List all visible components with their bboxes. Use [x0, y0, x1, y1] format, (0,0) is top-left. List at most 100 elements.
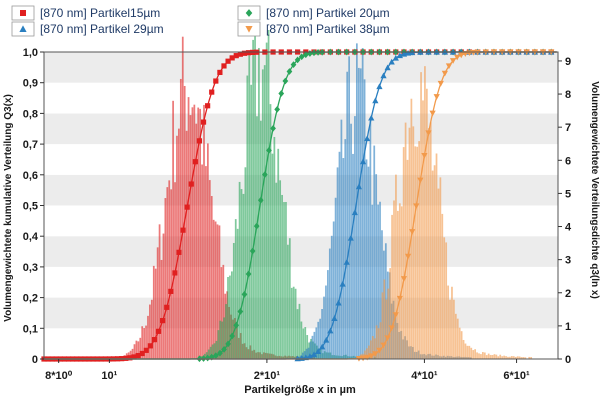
histogram-bar: [269, 104, 272, 360]
histogram-bar: [178, 128, 180, 359]
data-point: [229, 55, 235, 61]
data-point: [245, 9, 253, 17]
y-left-tick-label: 0,9: [23, 78, 38, 90]
histogram-bar: [361, 48, 364, 360]
y-left-tick-label: 0,8: [23, 108, 38, 120]
histogram-bar: [373, 145, 376, 359]
histogram-bar: [395, 174, 397, 359]
histogram-bar: [317, 321, 320, 359]
histogram-bar: [514, 356, 517, 359]
histogram-bar: [259, 120, 262, 359]
grid-band: [44, 174, 558, 206]
legend-label: [870 nm] Partikel 29µm: [40, 22, 164, 36]
histogram-bar: [485, 355, 488, 359]
data-point: [205, 103, 211, 109]
histogram-bar: [437, 188, 440, 359]
histogram-bar: [141, 326, 144, 359]
histogram-bar: [244, 167, 247, 359]
histogram-bar: [460, 331, 463, 359]
histogram-bar: [501, 356, 504, 359]
histogram-bar: [336, 167, 339, 359]
legend-item: [870 nm] Partikel 29µm: [11, 21, 164, 37]
legend: [870 nm] Partikel15µm [870 nm] Partikel 2…: [11, 5, 390, 37]
data-point: [221, 346, 227, 353]
data-point: [225, 58, 231, 64]
data-point: [380, 342, 387, 349]
histogram-bar: [520, 357, 523, 359]
data-point: [286, 68, 293, 75]
legend-label: [870 nm] Partikel 20µm: [266, 6, 390, 20]
data-point: [180, 227, 186, 233]
data-point: [376, 347, 383, 354]
data-point: [282, 77, 289, 85]
data-point: [359, 158, 367, 165]
series-bars: [356, 66, 533, 360]
data-point: [331, 315, 338, 322]
histogram-bar: [275, 182, 278, 359]
data-point: [462, 51, 469, 57]
histogram-bar: [512, 356, 515, 359]
histogram-bar: [213, 343, 216, 359]
data-point: [323, 336, 330, 343]
data-point: [327, 327, 334, 334]
histogram-bar: [507, 356, 509, 359]
data-point: [176, 249, 182, 255]
histogram-bar: [265, 42, 268, 359]
histogram-bar: [319, 318, 322, 359]
y-right-tick-label: 0: [565, 354, 571, 366]
grid-band: [44, 266, 558, 298]
histogram-bar: [462, 339, 465, 359]
histogram-bar: [154, 268, 157, 359]
data-point: [351, 209, 359, 216]
data-point: [417, 177, 424, 184]
data-point: [392, 312, 399, 318]
histogram-bar: [218, 225, 221, 359]
grid-band: [44, 236, 558, 267]
histogram-bar: [258, 47, 260, 360]
y-right-tick-label: 3: [565, 255, 571, 267]
histogram-bar: [145, 325, 147, 359]
histogram-bar: [281, 194, 283, 359]
histogram-bar: [445, 242, 448, 359]
histogram-bar: [453, 299, 455, 359]
histogram-bar: [497, 356, 500, 359]
data-point: [388, 325, 395, 332]
data-point: [139, 350, 145, 357]
data-point: [233, 53, 239, 59]
histogram-bar: [207, 143, 209, 359]
histogram-bar: [191, 107, 194, 359]
data-point: [392, 54, 399, 61]
y-left-tick-label: 0,7: [23, 139, 38, 151]
y-right-tick-label: 6: [565, 155, 571, 167]
data-point: [213, 78, 219, 84]
histogram-bar: [223, 317, 226, 359]
histogram-bar: [495, 354, 498, 359]
data-point: [404, 253, 412, 260]
histogram-bar: [489, 354, 492, 359]
histogram-bar: [368, 345, 370, 359]
histogram-bar: [510, 356, 513, 359]
histogram-bar: [447, 285, 449, 359]
data-point: [241, 50, 248, 56]
histogram-bar: [375, 325, 378, 359]
histogram-bar: [294, 288, 297, 359]
histogram-bar: [456, 318, 459, 359]
histogram-bar: [327, 270, 329, 359]
histogram-bar: [221, 321, 224, 359]
histogram-bar: [491, 354, 494, 359]
data-point: [319, 343, 326, 350]
data-point: [454, 54, 461, 61]
data-point: [372, 97, 379, 104]
histogram-bar: [160, 259, 163, 359]
data-point: [449, 58, 457, 64]
data-point: [364, 354, 371, 361]
histogram-bar: [232, 242, 235, 359]
histogram-bar: [509, 356, 511, 359]
data-point: [339, 280, 346, 287]
grid-band: [44, 144, 558, 175]
data-point: [160, 318, 166, 324]
histogram-bar: [203, 104, 205, 359]
histogram-bar: [367, 166, 370, 359]
histogram-bar: [338, 151, 341, 359]
